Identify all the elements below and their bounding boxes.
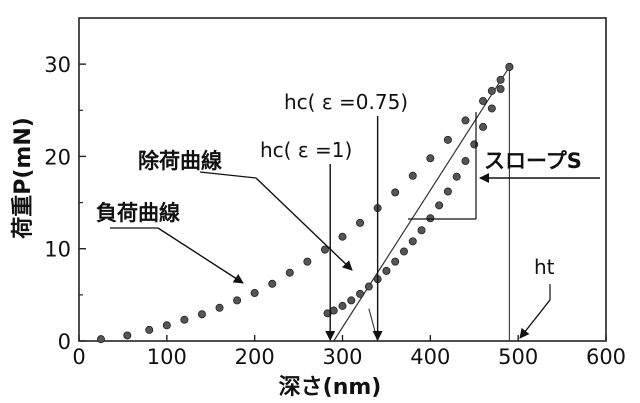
data-point xyxy=(443,135,452,144)
y-tick-label: 0 xyxy=(58,330,71,354)
data-point xyxy=(145,325,154,334)
data-point xyxy=(323,309,332,318)
data-point xyxy=(496,75,505,84)
data-point xyxy=(487,86,496,95)
x-axis-ticks: 0 100 200 300 400 500 600 xyxy=(72,335,626,369)
data-point xyxy=(443,187,452,196)
data-point xyxy=(470,140,479,149)
data-point xyxy=(417,226,426,235)
x-axis-title: 深さ(nm) xyxy=(279,375,382,400)
y-axis-ticks: 0 10 20 30 xyxy=(44,53,86,354)
data-point xyxy=(233,296,242,305)
data-point xyxy=(391,188,400,197)
y-tick-label: 20 xyxy=(44,145,71,169)
data-point xyxy=(285,268,294,277)
data-point xyxy=(268,279,277,288)
label-hc-1: hc( ε =1) xyxy=(260,138,352,162)
data-point xyxy=(452,172,461,181)
data-point xyxy=(197,310,206,319)
data-point xyxy=(505,62,514,71)
data-point xyxy=(487,104,496,113)
x-tick-label: 400 xyxy=(410,345,450,369)
data-point xyxy=(338,232,347,241)
ht-arrow xyxy=(519,299,551,339)
data-point xyxy=(338,301,347,310)
x-tick-label: 300 xyxy=(322,345,362,369)
data-point xyxy=(303,257,312,266)
data-point xyxy=(215,303,224,312)
data-point xyxy=(399,247,408,256)
x-tick-label: 500 xyxy=(498,345,538,369)
data-point xyxy=(479,122,488,131)
x-tick-label: 0 xyxy=(72,345,85,369)
data-point xyxy=(461,116,470,125)
data-point xyxy=(382,266,391,275)
data-point xyxy=(461,157,470,166)
plot-frame xyxy=(78,17,607,342)
x-tick-label: 600 xyxy=(586,345,626,369)
data-point xyxy=(391,257,400,266)
data-point xyxy=(123,331,132,340)
data-point xyxy=(426,214,435,223)
label-hc-075: hc( ε =0.75) xyxy=(284,90,408,114)
y-axis-title: 荷重P(mN) xyxy=(11,117,36,239)
loading-arrow xyxy=(157,227,244,284)
label-ht: ht xyxy=(534,255,555,279)
x-tick-label: 200 xyxy=(235,345,275,369)
hc075-guide-line xyxy=(368,308,379,342)
data-point xyxy=(364,282,373,291)
data-point xyxy=(180,315,189,324)
unloading-leader xyxy=(199,171,257,179)
data-point xyxy=(347,296,356,305)
data-point xyxy=(408,237,417,246)
data-point xyxy=(356,218,365,227)
label-loading-curve: 負荷曲線 xyxy=(96,201,180,225)
data-point xyxy=(435,201,444,210)
unloading-arrow xyxy=(255,177,353,271)
data-point xyxy=(96,335,105,344)
data-point xyxy=(320,245,329,254)
x-tick-label: 100 xyxy=(147,345,187,369)
annotation-pointers xyxy=(110,112,600,341)
label-slope-s: スロープS xyxy=(484,149,582,173)
data-point xyxy=(356,289,365,298)
y-tick-label: 30 xyxy=(44,53,71,77)
loading-curve-series xyxy=(96,62,514,344)
y-tick-label: 10 xyxy=(44,238,71,262)
data-point xyxy=(408,171,417,180)
data-point xyxy=(250,289,259,298)
data-point xyxy=(162,321,171,330)
data-point xyxy=(479,97,488,106)
data-point xyxy=(426,154,435,163)
label-unloading-curve: 除荷曲線 xyxy=(138,149,222,173)
data-point xyxy=(496,85,505,94)
